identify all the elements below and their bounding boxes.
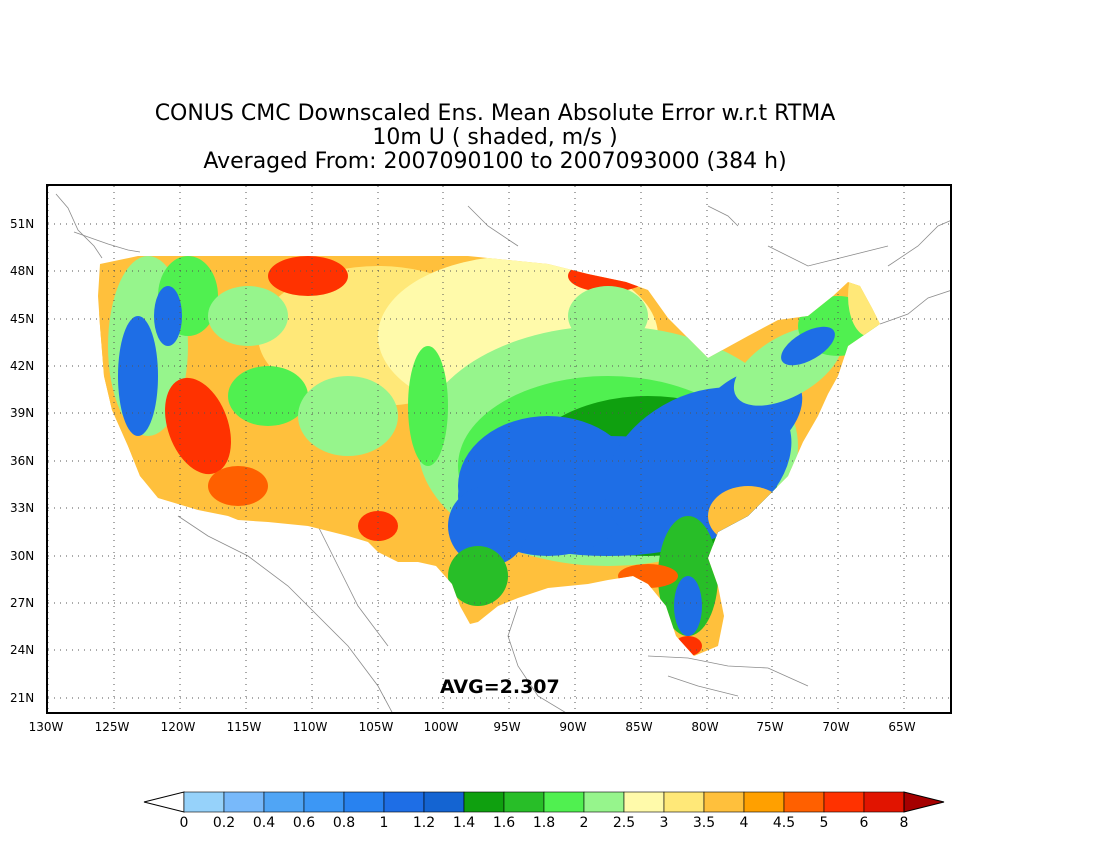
colorbar-over-arrow	[903, 791, 945, 813]
lon-tick-label: 75W	[756, 720, 784, 734]
lon-tick-label: 80W	[691, 720, 719, 734]
lon-tick-label: 85W	[625, 720, 653, 734]
colorbar-tick-label: 0	[179, 815, 189, 831]
colorbar-tick-label: 8	[899, 815, 909, 831]
error-shade-region	[568, 286, 648, 346]
lon-tick-label: 65W	[888, 720, 916, 734]
error-shade-region	[674, 636, 702, 656]
colorbar-swatch	[503, 791, 545, 813]
colorbar-tick-label: 0.4	[252, 815, 276, 831]
colorbar-swatch	[263, 791, 305, 813]
colorbar-tick-label: 4	[739, 815, 749, 831]
colorbar-swatch	[343, 791, 385, 813]
lat-tick-label: 39N	[10, 406, 35, 420]
error-shade-region	[618, 564, 678, 588]
colorbar-swatch	[463, 791, 505, 813]
lon-tick-label: 105W	[358, 720, 394, 734]
colorbar-swatch	[623, 791, 665, 813]
lat-tick-label: 30N	[10, 549, 35, 563]
error-shade-region	[228, 366, 308, 426]
lat-tick-label: 27N	[10, 596, 35, 610]
colorbar-tick-label: 0.2	[212, 815, 236, 831]
error-shade-region	[708, 486, 788, 546]
error-shade-region	[781, 326, 835, 366]
colorbar-swatch	[783, 791, 825, 813]
lat-tick-label: 45N	[10, 312, 35, 326]
error-shade-region	[208, 286, 288, 346]
colorbar-swatch	[863, 791, 905, 813]
lat-tick-label: 51N	[10, 217, 35, 231]
lat-tick-label: 42N	[10, 359, 35, 373]
colorbar-tick-label: 5	[819, 815, 829, 831]
colorbar-tick-label: 1.6	[492, 815, 516, 831]
lon-tick-label: 110W	[292, 720, 328, 734]
error-shade-region	[408, 346, 448, 466]
error-shade-region	[358, 511, 398, 541]
colorbar-tick-label: 0.8	[332, 815, 356, 831]
error-shade-region	[448, 546, 508, 606]
colorbar-swatch	[663, 791, 705, 813]
error-shade-region	[208, 466, 268, 506]
colorbar-tick-label: 4.5	[772, 815, 796, 831]
lat-tick-label: 48N	[10, 264, 35, 278]
colorbar-swatch	[223, 791, 265, 813]
colorbar-swatch	[183, 791, 225, 813]
lat-tick-label: 24N	[10, 643, 35, 657]
lat-tick-label: 36N	[10, 454, 35, 468]
colorbar-under-arrow	[143, 791, 185, 813]
colorbar-tick-label: 1	[379, 815, 389, 831]
colorbar-tick-label: 0.6	[292, 815, 316, 831]
colorbar-swatch	[703, 791, 745, 813]
graticule	[48, 186, 950, 712]
lon-tick-label: 95W	[493, 720, 521, 734]
lon-tick-label: 115W	[226, 720, 262, 734]
error-shade-region	[848, 256, 880, 336]
error-shade-region	[298, 376, 398, 456]
colorbar	[143, 791, 945, 813]
coastline-outlines	[55, 193, 950, 712]
colorbar-swatch	[543, 791, 585, 813]
colorbar-tick-label: 1.8	[532, 815, 556, 831]
colorbar-swatch	[583, 791, 625, 813]
colorbar-swatch	[423, 791, 465, 813]
colorbar-tick-label: 1.4	[452, 815, 476, 831]
error-map	[48, 186, 950, 712]
map-subtitle-period: Averaged From: 2007090100 to 2007093000 …	[203, 149, 787, 174]
lat-tick-label: 21N	[10, 691, 35, 705]
error-shade-region	[118, 316, 158, 436]
colorbar-tick-label: 3	[659, 815, 669, 831]
colorbar-swatch	[823, 791, 865, 813]
error-shade-region	[165, 377, 231, 475]
map-title: CONUS CMC Downscaled Ens. Mean Absolute …	[154, 101, 836, 126]
colorbar-tick-label: 6	[859, 815, 869, 831]
colorbar-swatch	[743, 791, 785, 813]
lon-tick-label: 120W	[160, 720, 196, 734]
lon-tick-label: 90W	[559, 720, 587, 734]
error-shade-region	[448, 486, 528, 566]
colorbar-swatch	[383, 791, 425, 813]
error-shade-region	[154, 286, 182, 346]
colorbar-swatch	[303, 791, 345, 813]
colorbar-tick-label: 2.5	[612, 815, 636, 831]
map-subtitle-variable: 10m U ( shaded, m/s )	[372, 125, 618, 150]
lon-tick-label: 125W	[94, 720, 130, 734]
average-value-label: AVG=2.307	[440, 676, 560, 698]
error-shade-region	[268, 256, 348, 296]
lat-tick-label: 33N	[10, 501, 35, 515]
colorbar-tick-label: 3.5	[692, 815, 716, 831]
lon-tick-label: 70W	[822, 720, 850, 734]
error-shade-region	[674, 576, 702, 636]
colorbar-tick-label: 2	[579, 815, 589, 831]
lon-tick-label: 100W	[423, 720, 459, 734]
map-panel	[46, 184, 952, 714]
error-field	[98, 256, 880, 656]
colorbar-tick-label: 1.2	[412, 815, 436, 831]
lon-tick-label: 130W	[28, 720, 64, 734]
